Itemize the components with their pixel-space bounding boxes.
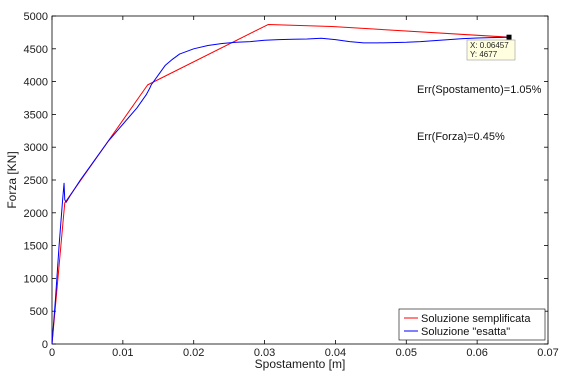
y-tick-label: 500 [30,306,48,318]
legend-label-exact: Soluzione "esatta" [421,326,510,338]
y-axis: 0 500 1000 1500 2000 2500 3000 3500 4000 4500 5000 [24,11,548,351]
annotation-err-forza: Err(Forza)=0.45% [417,131,505,143]
x-tick-label: 0.04 [325,347,346,359]
x-tick-label: 0.02 [183,347,204,359]
y-tick-label: 2500 [24,175,48,187]
x-tick-label: 0.06 [466,347,487,359]
legend-label-simplified: Soluzione semplificata [421,313,531,325]
x-axis: 0 0.01 0.02 0.03 0.04 0.05 0.06 0.07 [49,16,559,359]
datatip-y-label: Y: 4677 [470,50,498,59]
y-tick-label: 2000 [24,208,48,220]
x-tick-label: 0.01 [112,347,133,359]
datatip-box [466,39,516,61]
plot-area [51,15,549,345]
datatip-marker[interactable] [506,34,512,40]
series-line-simplified [51,24,510,345]
legend-box [398,308,546,341]
y-tick-label: 4000 [24,77,48,89]
series-line-exact [51,36,510,345]
y-tick-label: 0 [42,339,48,351]
legend: Soluzione semplificata Soluzione "esatta… [398,308,546,341]
y-tick-label: 1000 [24,273,48,285]
x-axis-title: Spostamento [m] [255,357,346,371]
datatip-x-label: X: 0.06457 [470,41,509,50]
y-tick-label: 5000 [24,11,48,23]
y-tick-label: 4500 [24,44,48,56]
annotation-err-spostamento: Err(Spostamento)=1.05% [417,84,542,96]
datatip[interactable]: X: 0.06457 Y: 4677 [466,34,516,61]
y-tick-label: 3000 [24,142,48,154]
y-tick-label: 1500 [24,241,48,253]
x-tick-label: 0.07 [537,347,558,359]
x-tick-label: 0.03 [254,347,275,359]
y-axis-title: Forza [KN] [5,151,19,208]
x-tick-label: 0.05 [396,347,417,359]
series-layer [51,24,510,345]
y-tick-label: 3500 [24,109,48,121]
x-tick-label: 0 [49,347,55,359]
